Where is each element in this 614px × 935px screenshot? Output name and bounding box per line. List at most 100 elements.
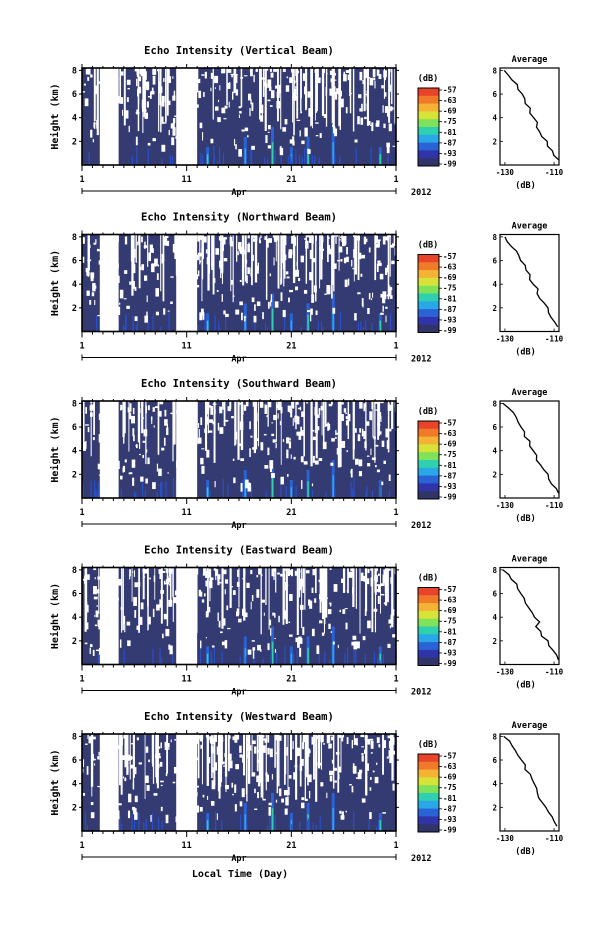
missing-data bbox=[87, 76, 90, 81]
avg-title: Average bbox=[512, 55, 548, 65]
x-tick-label: 1 bbox=[393, 841, 398, 851]
echo-speck bbox=[298, 154, 301, 165]
missing-data bbox=[274, 648, 276, 653]
missing-data-column bbox=[338, 68, 341, 127]
missing-data bbox=[267, 447, 270, 456]
missing-data bbox=[324, 424, 329, 427]
missing-data bbox=[96, 605, 98, 607]
missing-data bbox=[335, 430, 337, 436]
missing-data bbox=[139, 616, 143, 625]
missing-data bbox=[369, 411, 373, 421]
missing-data bbox=[129, 281, 133, 285]
y-tick-label: 4 bbox=[72, 447, 77, 457]
missing-data bbox=[229, 401, 232, 410]
missing-data-column bbox=[374, 401, 376, 463]
missing-data bbox=[347, 74, 350, 81]
echo-speck bbox=[147, 148, 149, 165]
missing-data bbox=[385, 306, 388, 309]
missing-data-column bbox=[126, 734, 129, 775]
missing-data bbox=[267, 643, 270, 651]
missing-data bbox=[298, 277, 301, 282]
echo-speck bbox=[243, 645, 245, 665]
missing-data bbox=[294, 570, 299, 576]
echo-speck bbox=[138, 812, 140, 831]
data-gap bbox=[176, 68, 198, 165]
missing-data bbox=[247, 135, 249, 138]
echo-speck bbox=[350, 481, 352, 498]
avg-frame bbox=[499, 400, 560, 499]
echo-speck bbox=[94, 480, 96, 498]
y-axis-label: Height (km) bbox=[49, 83, 61, 149]
missing-data-column bbox=[321, 567, 323, 602]
avg-x-tick-label: -110 bbox=[545, 834, 564, 843]
missing-data bbox=[148, 252, 152, 262]
echo-speck bbox=[353, 811, 355, 831]
missing-data bbox=[82, 442, 86, 451]
echo-speck bbox=[284, 313, 286, 332]
echo-speck bbox=[299, 821, 301, 831]
echo-streak-core bbox=[332, 641, 334, 665]
missing-data bbox=[231, 415, 234, 419]
missing-data bbox=[277, 572, 280, 575]
echo-speck bbox=[292, 653, 295, 665]
missing-data bbox=[360, 117, 364, 125]
colorbar-segment bbox=[418, 475, 439, 484]
missing-data bbox=[288, 786, 290, 796]
missing-data bbox=[151, 263, 153, 273]
missing-data bbox=[247, 649, 252, 655]
missing-data-column bbox=[139, 401, 141, 449]
missing-data bbox=[390, 577, 392, 584]
missing-data bbox=[227, 627, 231, 630]
missing-data bbox=[316, 414, 320, 418]
missing-data bbox=[165, 814, 169, 824]
missing-data bbox=[216, 290, 219, 292]
avg-profile-line bbox=[502, 402, 560, 494]
missing-data bbox=[285, 85, 290, 92]
echo-speck bbox=[136, 316, 138, 332]
missing-data bbox=[202, 311, 205, 320]
missing-data bbox=[135, 444, 138, 449]
echo-streak-core bbox=[332, 475, 334, 498]
missing-data bbox=[250, 99, 252, 105]
x-tick-label: 21 bbox=[286, 841, 296, 851]
missing-data bbox=[330, 736, 334, 741]
missing-data-column bbox=[299, 734, 302, 787]
missing-data bbox=[124, 777, 127, 782]
avg-y-tick-label: 8 bbox=[492, 732, 497, 741]
echo-speck bbox=[312, 822, 314, 831]
missing-data bbox=[155, 406, 159, 409]
missing-data bbox=[168, 644, 171, 650]
missing-data bbox=[329, 88, 333, 96]
missing-data bbox=[145, 478, 148, 484]
missing-data-column bbox=[389, 734, 392, 760]
avg-frame bbox=[499, 566, 560, 666]
missing-data bbox=[196, 284, 200, 288]
echo-streak-core bbox=[206, 320, 209, 332]
echo-speck bbox=[378, 819, 380, 831]
missing-data bbox=[334, 263, 337, 269]
missing-data bbox=[339, 609, 342, 613]
x-tick-label: 21 bbox=[286, 675, 296, 685]
missing-data bbox=[127, 810, 131, 819]
colorbar-tick-label: -69 bbox=[443, 606, 457, 615]
missing-data bbox=[283, 568, 287, 571]
missing-data bbox=[197, 734, 199, 741]
echo-speck bbox=[95, 489, 97, 498]
missing-data bbox=[85, 68, 88, 75]
echo-speck bbox=[160, 658, 163, 665]
data-gap bbox=[99, 68, 119, 165]
missing-data-column bbox=[244, 234, 246, 269]
missing-data bbox=[257, 782, 261, 787]
missing-data bbox=[309, 749, 311, 754]
missing-data bbox=[244, 127, 249, 132]
missing-data-column bbox=[340, 734, 342, 769]
echo-speck bbox=[301, 156, 303, 165]
missing-data bbox=[157, 69, 159, 72]
y-axis-label: Height (km) bbox=[49, 583, 61, 649]
echo-speck bbox=[168, 312, 170, 332]
missing-data bbox=[234, 804, 237, 812]
missing-data bbox=[197, 78, 201, 84]
avg-y-tick-label: 2 bbox=[492, 137, 497, 146]
missing-data-column bbox=[280, 401, 282, 465]
missing-data bbox=[361, 428, 364, 437]
